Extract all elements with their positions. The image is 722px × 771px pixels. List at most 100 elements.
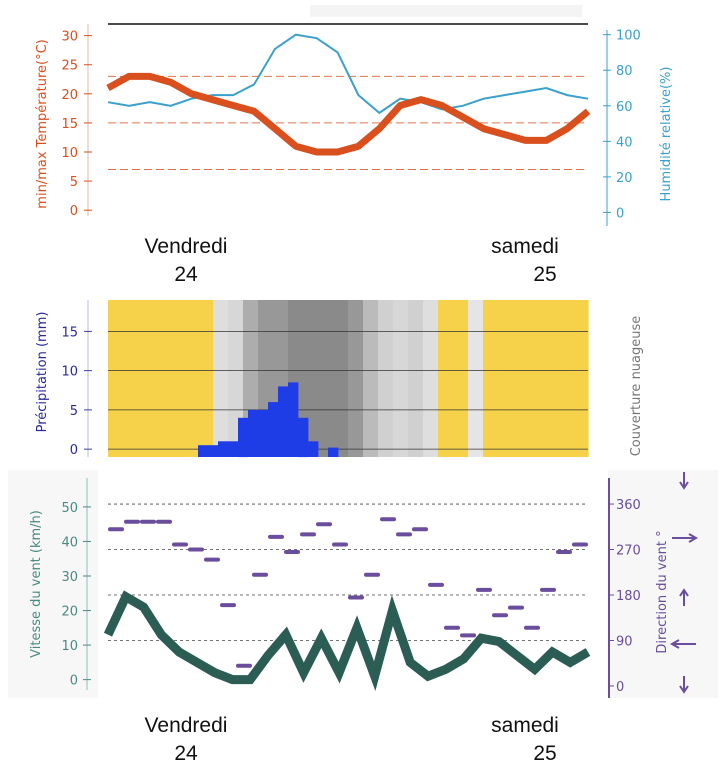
wind-arrow-icon [679,588,689,606]
day-label-friday-top: Vendredi 24 [144,235,228,286]
wind-arrow-path [679,472,689,490]
cloud-cover-cell [468,300,484,457]
wind-direction-mark [252,572,268,577]
wind-direction-mark [460,633,476,638]
wind-direction-mark [220,603,236,608]
precipitation-bar [228,441,239,457]
wind-speed-tick-label: 20 [61,605,78,620]
top-strip [310,5,582,17]
wind-direction-mark [108,527,124,532]
wind-direction-mark [300,532,316,537]
cloud-cover-cell [558,300,574,457]
temperature-tick-label: 5 [70,175,78,190]
wind-direction-mark [316,522,332,527]
temperature-plot-area [108,24,588,216]
precipitation-bar [308,441,319,457]
precipitation-axis-title: Précipitation (mm) [35,312,50,433]
wind-arrow-icon [679,472,689,490]
precipitation-tick-label: 0 [70,443,78,458]
cloud-cover-cell [453,300,469,457]
wind-arrow-icon [672,533,699,543]
wind-direction-mark [572,542,588,547]
cloud-cover-cell [168,300,184,457]
cloud-cover-cell [483,300,499,457]
humidity-tick-label: 40 [616,135,633,150]
temperature-line [106,72,591,156]
wind-speed-tick-label: 30 [61,570,78,585]
wind-right-backdrop [608,470,718,698]
precipitation-tick-label: 5 [70,404,78,419]
cloud-cover-cell [333,300,349,457]
wind-direction-tick-label: 270 [616,544,641,559]
wind-speed-tick-label: 10 [61,639,78,654]
precipitation-bar [268,402,279,457]
cloud-cover-cell [138,300,154,457]
precipitation-bar [288,382,299,457]
wind-direction-tick-label: 0 [616,680,624,695]
wind-arrow-path [669,639,696,649]
temperature-axis-title: min/max Température(°C) [35,39,50,208]
cloud-cover-cell [378,300,394,457]
wind-speed-line [103,590,591,692]
wind-direction-mark [140,519,156,524]
cloud-cover-cell [348,300,364,457]
cloud-cover-axis-title: Couverture nuageuse [629,316,644,457]
wind-direction-mark [380,517,396,522]
wind-direction-mark [540,587,556,592]
temperature-tick-label: 15 [61,117,78,132]
cloud-cover-cell [513,300,529,457]
wind-direction-mark [284,550,300,554]
wind-arrow-icon [669,639,696,649]
wind-direction-mark [508,605,524,610]
cloud-cover-cell [198,300,214,457]
cloud-cover-cell [153,300,169,457]
cloud-cover-cell [228,300,244,457]
precipitation-bar [208,445,219,457]
wind-direction-mark [172,542,188,547]
wind-direction-mark [364,572,380,577]
wind-direction-mark [476,587,492,592]
wind-direction-mark [188,547,204,552]
humidity-line [107,33,589,115]
wind-direction-mark [124,519,140,524]
wind-plot-area [108,500,588,700]
wind-direction-mark [204,557,220,562]
cloud-cover-cell [498,300,514,457]
humidity-tick-label: 0 [616,206,624,221]
humidity-tick-label: 100 [616,29,641,44]
wind-direction-mark [396,532,412,537]
cloud-cover-cell [123,300,139,457]
precipitation-tick-label: 15 [61,325,78,340]
wind-direction-mark [444,625,460,630]
wind-speed-tick-label: 50 [61,501,78,516]
cloud-cover-cell [543,300,559,457]
cloud-cover-cell [438,300,454,457]
wind-direction-tick-label: 180 [616,589,641,604]
temperature-tick-label: 10 [61,146,78,161]
wind-arrow-icon [679,676,689,694]
day-label-friday-bottom: Vendredi 24 [144,714,228,765]
wind-arrow-path [679,676,689,694]
humidity-tick-label: 60 [616,100,633,115]
wind-direction-mark [268,534,284,539]
cloud-cover-cell [423,300,439,457]
cloud-cover-cell [108,300,124,457]
humidity-tick-label: 20 [616,171,633,186]
wind-speed-tick-label: 0 [70,674,78,689]
wind-direction-mark [412,527,428,532]
wind-direction-mark [492,613,508,618]
cloud-cover-cell [528,300,544,457]
wind-direction-mark [524,625,540,630]
wind-direction-axis-title: Direction du vent ° [655,530,670,653]
cloud-cover-cell [318,300,334,457]
humidity-tick-label: 80 [616,64,633,79]
wind-direction-mark [332,542,348,547]
wind-direction-tick-label: 90 [616,634,633,649]
cloud-cover-cell [408,300,424,457]
precipitation-bar [248,409,259,457]
wind-direction-mark [156,519,172,524]
precipitation-tick-label: 10 [61,365,78,380]
cloud-cover-cell [303,300,319,457]
